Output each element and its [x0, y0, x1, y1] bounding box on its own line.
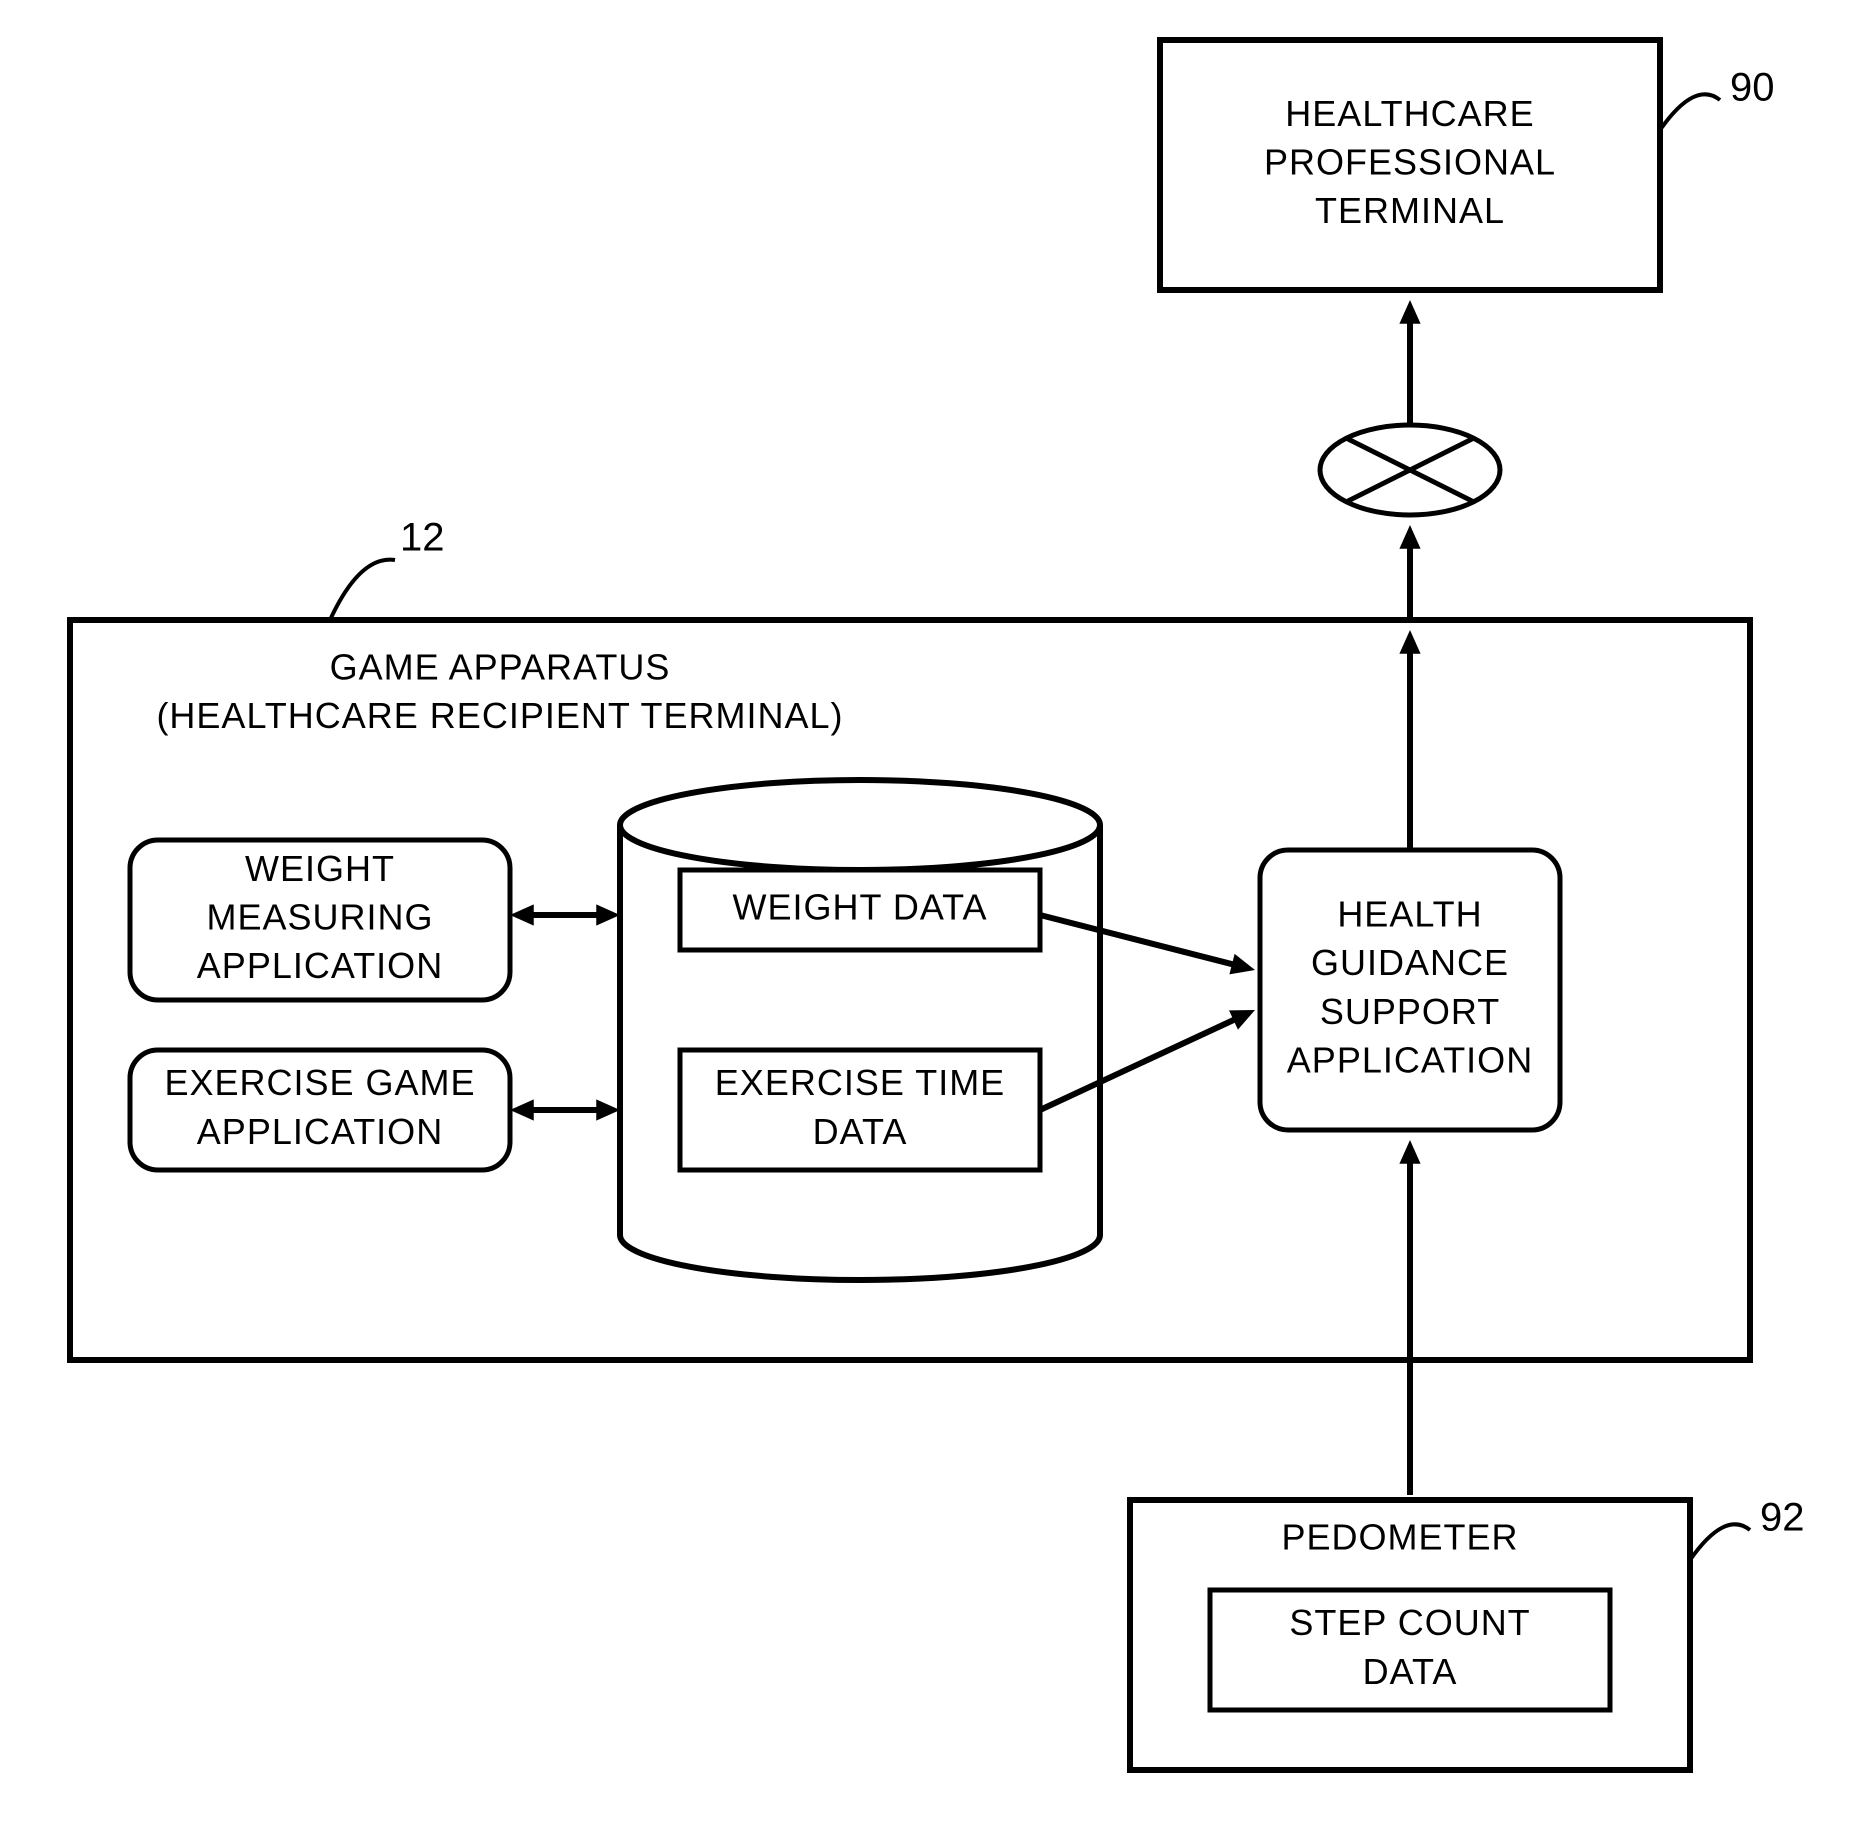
ref-leader — [330, 560, 395, 620]
exercise-time-data-label: EXERCISE TIME — [715, 1062, 1005, 1103]
game-apparatus-title: GAME APPARATUS — [330, 647, 671, 688]
ref-90: 90 — [1730, 66, 1775, 110]
arrowhead — [596, 1099, 620, 1120]
arrowhead — [510, 1099, 534, 1120]
arrowhead — [1399, 1140, 1420, 1164]
weight-measuring-app-label: WEIGHT — [245, 848, 395, 889]
healthcare-professional-terminal-label: TERMINAL — [1315, 190, 1505, 231]
step-count-data-label: DATA — [1363, 1651, 1458, 1692]
arrowhead — [1399, 525, 1420, 549]
arrow-line — [1040, 1018, 1237, 1110]
arrowhead — [596, 904, 620, 925]
ref-92: 92 — [1760, 1496, 1805, 1540]
arrowhead — [1229, 954, 1255, 975]
ref-leader — [1690, 1524, 1750, 1560]
pedometer-title: PEDOMETER — [1281, 1517, 1518, 1558]
weight-measuring-app-label: APPLICATION — [197, 945, 443, 986]
healthcare-professional-terminal-label: HEALTHCARE — [1285, 93, 1534, 134]
arrowhead — [1399, 300, 1420, 324]
game-apparatus-title: (HEALTHCARE RECIPIENT TERMINAL) — [156, 695, 843, 736]
weight-data-label: WEIGHT DATA — [732, 887, 987, 928]
health-guidance-support-app-label: APPLICATION — [1287, 1039, 1533, 1080]
weight-measuring-app-label: MEASURING — [206, 897, 433, 938]
exercise-game-app-label: APPLICATION — [197, 1111, 443, 1152]
ref-leader — [1660, 94, 1720, 130]
arrow-line — [1040, 915, 1236, 965]
exercise-game-app-label: EXERCISE GAME — [164, 1062, 475, 1103]
health-guidance-support-app-label: HEALTH — [1337, 894, 1482, 935]
step-count-data-label: STEP COUNT — [1289, 1602, 1530, 1643]
database-cylinder-top — [620, 780, 1100, 870]
healthcare-professional-terminal-label: PROFESSIONAL — [1264, 142, 1556, 183]
health-guidance-support-app-label: SUPPORT — [1320, 991, 1500, 1032]
exercise-time-data-label: DATA — [813, 1111, 908, 1152]
arrowhead — [510, 904, 534, 925]
health-guidance-support-app-label: GUIDANCE — [1311, 942, 1509, 983]
ref-12: 12 — [400, 516, 445, 560]
arrowhead — [1399, 630, 1420, 654]
